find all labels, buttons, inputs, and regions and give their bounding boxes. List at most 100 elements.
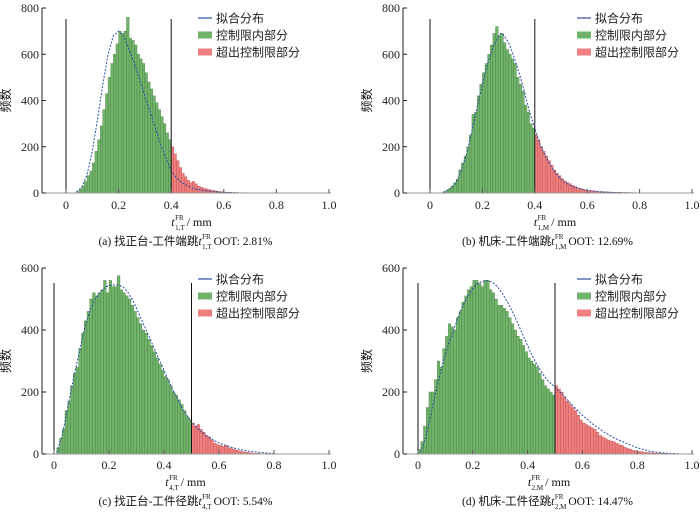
histogram-bar-in-limit	[110, 63, 114, 194]
histogram-bar-out-of-limit	[584, 424, 589, 455]
x-axis-label-superscript: FR	[175, 214, 184, 222]
legend-swatch-in-limit	[198, 31, 212, 39]
histogram-bar-in-limit	[530, 360, 534, 455]
histogram-bar-out-of-limit	[595, 432, 600, 455]
histogram-bar-in-limit	[497, 35, 501, 194]
histogram-bar-in-limit	[458, 311, 463, 455]
histogram-bar-out-of-limit	[202, 432, 206, 455]
histogram-bar-in-limit	[108, 280, 112, 455]
histogram-bar-in-limit	[125, 295, 129, 455]
x-tick-label: 0.8	[632, 198, 647, 212]
histogram-bar-out-of-limit	[552, 169, 556, 194]
y-tick-label: 200	[21, 140, 39, 154]
histogram-bar-in-limit	[161, 370, 165, 455]
legend-swatch-in-limit	[198, 292, 212, 300]
histogram-bar-in-limit	[92, 162, 96, 194]
histogram-bar-in-limit	[134, 44, 138, 194]
histogram-bar-in-limit	[158, 363, 162, 455]
fit-curve	[442, 32, 640, 194]
x-tick-label: 0.8	[630, 458, 645, 472]
legend-label: 拟合分布	[216, 272, 264, 287]
legend-label: 控制限内部分	[595, 28, 667, 43]
histogram-bar-in-limit	[133, 311, 137, 455]
panel-caption-text: (d) 机床-工件径跳	[462, 494, 552, 508]
histogram-bar-out-of-limit	[542, 151, 546, 194]
histogram-bar-in-limit	[152, 95, 156, 194]
histogram-bar-out-of-limit	[615, 442, 619, 455]
histogram-bar-in-limit	[169, 385, 173, 455]
histogram-bar-out-of-limit	[229, 448, 233, 455]
x-axis-label-superscript: FR	[532, 474, 541, 482]
x-tick-label: 1.0	[685, 458, 700, 472]
histogram-bar-in-limit	[62, 429, 66, 455]
y-tick-label: 0	[394, 186, 400, 200]
histogram-bar-in-limit	[489, 289, 493, 455]
histogram-bar-in-limit	[476, 95, 480, 194]
histogram-bar-in-limit	[105, 93, 109, 194]
histogram-bar-out-of-limit	[626, 448, 630, 455]
histogram-bar-in-limit	[511, 58, 515, 194]
histogram-bar-in-limit	[147, 339, 151, 455]
histogram-bar-in-limit	[513, 63, 517, 194]
histogram-bar-in-limit	[527, 357, 531, 455]
y-axis-label: 频数	[0, 88, 13, 112]
histogram-bar-out-of-limit	[545, 155, 549, 194]
histogram-bar-in-limit	[487, 54, 491, 194]
histogram-bar-in-limit	[526, 111, 530, 194]
histogram-bar-out-of-limit	[227, 447, 231, 455]
histogram-bar-out-of-limit	[587, 425, 591, 455]
histogram-bar-in-limit	[166, 379, 170, 455]
histogram-bar-in-limit	[439, 367, 443, 455]
x-axis-label-suffix: / mm	[545, 475, 571, 489]
x-axis-label-superscript: FR	[169, 474, 178, 482]
legend-label: 控制限内部分	[216, 28, 288, 43]
histogram-bar-in-limit	[115, 43, 119, 194]
histogram-bar-out-of-limit	[192, 181, 196, 194]
histogram-bar-out-of-limit	[574, 410, 578, 455]
histogram-bar-in-limit	[142, 63, 146, 194]
y-tick-label: 400	[382, 94, 400, 108]
histogram-bar-in-limit	[150, 345, 154, 455]
x-tick-label: 1.0	[685, 198, 700, 212]
legend-label: 超出控制限部分	[216, 306, 300, 321]
histogram-bar-in-limit	[163, 376, 167, 455]
histogram-bar-in-limit	[521, 91, 525, 194]
panel-caption: (d) 机床-工件径跳 t FR 2,M OOT: 14.47%	[462, 493, 633, 511]
histogram-bar-in-limit	[149, 88, 153, 194]
histogram-bar-in-limit	[474, 111, 478, 194]
panel-caption-subscript: 2,M	[555, 503, 567, 511]
y-tick-label: 400	[382, 323, 400, 337]
histogram-bar-in-limit	[144, 72, 148, 194]
x-axis-label-suffix: / mm	[551, 215, 577, 229]
histogram-bar-out-of-limit	[207, 436, 211, 455]
histogram-bar-in-limit	[428, 391, 432, 455]
histogram-bar-in-limit	[469, 286, 473, 455]
legend-swatch-out-of-limit	[577, 309, 591, 317]
fit-curve	[56, 284, 275, 455]
histogram-bar-in-limit	[479, 84, 483, 194]
x-tick-label: 0.2	[111, 198, 126, 212]
x-axis-label-variable: t	[528, 475, 532, 489]
legend-label: 超出控制限部分	[595, 306, 679, 321]
x-tick-label: 0.4	[157, 458, 172, 472]
histogram-bar-in-limit	[155, 102, 159, 194]
histogram-bar-in-limit	[155, 357, 159, 455]
histogram-bar-out-of-limit	[555, 173, 559, 194]
y-tick-label: 200	[382, 385, 400, 399]
histogram-bar-in-limit	[508, 317, 512, 455]
histogram-bar-out-of-limit	[557, 388, 561, 455]
histogram-bar-in-limit	[505, 49, 509, 194]
histogram-bar-out-of-limit	[235, 450, 239, 455]
histogram-bar-in-limit	[152, 351, 156, 455]
x-tick-label: 0.4	[520, 458, 535, 472]
histogram-bar-in-limit	[81, 332, 85, 455]
legend-swatch-out-of-limit	[198, 309, 212, 317]
x-axis-label: t FR 4,T / mm	[165, 474, 206, 492]
histogram-bar-in-limit	[165, 132, 169, 194]
histogram-bar-in-limit	[100, 125, 103, 194]
histogram-bar-in-limit	[67, 401, 71, 455]
histogram-bar-in-limit	[486, 280, 490, 455]
histogram-bar-in-limit	[518, 84, 522, 194]
histogram-bar-out-of-limit	[571, 407, 575, 455]
